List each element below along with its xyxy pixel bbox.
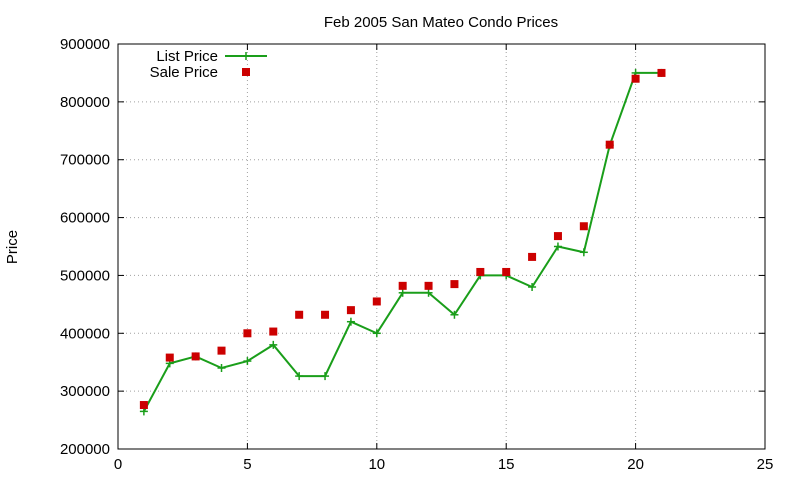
list-price-point (269, 340, 278, 349)
list-price-line (142, 71, 662, 412)
sale-price-point (476, 267, 485, 276)
y-tick-label: 500000 (60, 267, 110, 284)
sale-price-point (295, 310, 304, 319)
sale-price-series (139, 68, 666, 410)
legend-marker (242, 68, 250, 76)
sale-price-point (502, 267, 511, 276)
legend-item-list-price: List Price (156, 48, 267, 65)
sale-price-point (657, 68, 666, 77)
series (139, 68, 666, 416)
sale-price-point (372, 297, 381, 306)
list-price-point (217, 364, 226, 372)
x-tick-label: 25 (757, 456, 774, 473)
list-price-point (243, 357, 252, 366)
sale-price-point (165, 353, 174, 362)
sale-price-point (191, 352, 200, 361)
x-tick-label: 10 (368, 456, 385, 473)
legend-marker (242, 52, 250, 60)
x-tick-label: 5 (243, 456, 251, 473)
y-tick-label: 900000 (60, 36, 110, 53)
sale-price-point (269, 327, 278, 336)
y-tick-label: 200000 (60, 441, 110, 458)
y-tick-label: 800000 (60, 94, 110, 111)
legend-label: Sale Price (150, 64, 218, 81)
list-price-point (528, 283, 537, 291)
grid (118, 44, 765, 449)
y-tick-label: 400000 (60, 325, 110, 342)
list-price-point (346, 317, 355, 326)
legend-item-sale-price: Sale Price (150, 64, 250, 81)
list-price-point (398, 288, 407, 297)
sale-price-point (217, 346, 226, 355)
y-tick-label: 700000 (60, 152, 110, 169)
x-tick-label: 0 (114, 456, 122, 473)
sale-price-point (528, 252, 537, 261)
list-price-point (321, 372, 330, 381)
sale-price-point (631, 74, 640, 83)
list-price-point (579, 248, 588, 257)
sale-price-point (139, 401, 148, 410)
y-tick-label: 300000 (60, 383, 110, 400)
axes: 0 5 10 15 20 25 200000 300000 400000 500000 600000… (60, 36, 773, 473)
list-price-point (450, 310, 459, 319)
chart-title: Feb 2005 San Mateo Condo Prices (324, 14, 558, 31)
list-price-point (372, 329, 381, 338)
sale-price-point (450, 280, 459, 289)
list-price-point (295, 372, 304, 381)
sale-price-point (243, 329, 252, 338)
list-price-point (553, 242, 562, 251)
y-tick-label: 600000 (60, 210, 110, 227)
x-tick-label: 15 (498, 456, 515, 473)
y-axis-label: Price (4, 230, 21, 264)
sale-price-point (321, 310, 330, 319)
sale-price-point (579, 222, 588, 231)
sale-price-point (553, 232, 562, 241)
list-price-series (139, 68, 666, 416)
plot-border (117, 43, 766, 450)
list-price-point (424, 288, 433, 297)
sale-price-point (346, 306, 355, 315)
sale-price-point (605, 140, 614, 149)
x-tick-label: 20 (627, 456, 644, 473)
legend-label: List Price (156, 48, 218, 65)
sale-price-point (424, 281, 433, 290)
sale-price-point (398, 281, 407, 290)
